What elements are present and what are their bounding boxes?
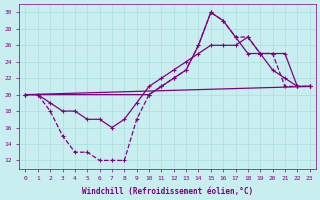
X-axis label: Windchill (Refroidissement éolien,°C): Windchill (Refroidissement éolien,°C) xyxy=(82,187,253,196)
